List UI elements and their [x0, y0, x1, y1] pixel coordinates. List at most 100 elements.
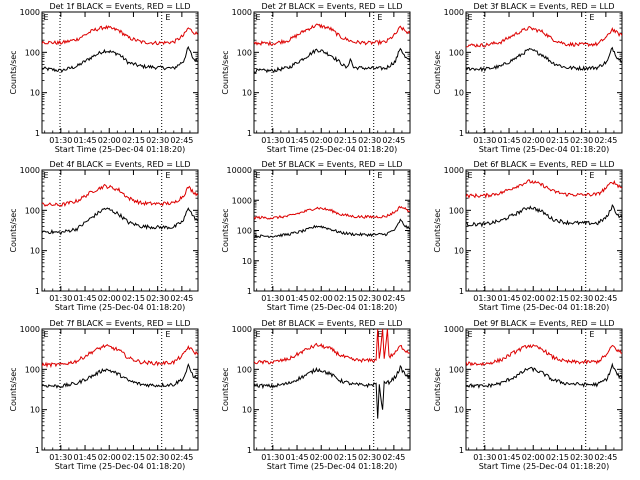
x-tick-label: 02:30 [358, 453, 381, 462]
x-tick-label: 01:45 [286, 136, 309, 145]
plot-frame [465, 169, 623, 292]
x-tick-label: 02:30 [570, 453, 593, 462]
x-tick-label: 02:45 [170, 453, 193, 462]
x-tick-label: 01:30 [261, 136, 284, 145]
y-axis-label: Counts/sec [433, 208, 442, 252]
x-tick-label: 01:30 [261, 294, 284, 303]
x-tick-label: 02:15 [334, 136, 357, 145]
series-lld-line [466, 26, 622, 48]
x-tick-label: 02:15 [122, 294, 145, 303]
x-tick-label: 02:00 [310, 136, 333, 145]
x-tick-label: 02:00 [522, 453, 545, 462]
x-tick-label: 01:30 [49, 453, 72, 462]
y-axis-label: Counts/sec [433, 367, 442, 411]
x-axis-label: Start Time (25-Dec-04 01:18:20) [267, 303, 398, 312]
e-marker-label: E [589, 13, 594, 22]
y-tick-label: 10 [242, 406, 252, 415]
x-tick-label: 02:45 [594, 294, 617, 303]
plot-frame [465, 11, 623, 134]
series-lld-line [42, 24, 198, 46]
e-marker-label: E [44, 330, 49, 339]
x-tick-label: 02:15 [122, 136, 145, 145]
series-lld-line [466, 343, 622, 367]
chart-panel-2: Det 2f BLACK = Events, RED = LLD 1 10 100 10… [221, 2, 411, 154]
e-marker-label: E [256, 171, 261, 180]
x-tick-label: 01:30 [473, 136, 496, 145]
series-lld-line [254, 329, 410, 365]
e-marker-label: E [589, 171, 594, 180]
y-tick-label: 10 [454, 89, 464, 98]
y-tick-label: 1 [247, 287, 252, 296]
y-tick-label: 100 [237, 227, 252, 236]
x-tick-label: 01:45 [286, 453, 309, 462]
y-axis-label: Counts/sec [221, 208, 230, 252]
chart-title: Det 7f BLACK = Events, RED = LLD [49, 319, 190, 328]
y-tick-label: 1 [35, 287, 40, 296]
y-tick-label: 10 [30, 406, 40, 415]
y-tick-label: 10 [30, 247, 40, 256]
y-tick-label: 100 [237, 365, 252, 374]
y-tick-label: 1000 [444, 166, 464, 175]
x-tick-label: 02:15 [546, 453, 569, 462]
plot-frame [41, 328, 199, 451]
x-tick-label: 02:00 [98, 136, 121, 145]
x-tick-label: 01:30 [473, 294, 496, 303]
chart-title: Det 1f BLACK = Events, RED = LLD [49, 2, 190, 11]
series-events-line [254, 364, 410, 419]
series-events-line [254, 218, 410, 239]
y-tick-label: 1 [247, 129, 252, 138]
e-marker-label: E [468, 13, 473, 22]
y-tick-label: 1 [459, 446, 464, 455]
x-tick-label: 01:45 [498, 294, 521, 303]
series-events-line [42, 362, 198, 389]
series-lld-line [42, 183, 198, 207]
chart-title: Det 8f BLACK = Events, RED = LLD [261, 319, 402, 328]
e-marker-label: E [165, 171, 170, 180]
y-tick-label: 100 [449, 206, 464, 215]
y-tick-label: 1 [459, 287, 464, 296]
chart-panel-8: Det 8f BLACK = Events, RED = LLD 1 10 100 10… [221, 319, 411, 471]
y-tick-label: 1000 [20, 325, 40, 334]
y-tick-label: 10 [30, 89, 40, 98]
x-tick-label: 02:30 [358, 136, 381, 145]
x-tick-label: 02:45 [170, 294, 193, 303]
e-marker-label: E [256, 330, 261, 339]
x-tick-label: 02:45 [594, 136, 617, 145]
y-tick-label: 10000 [227, 166, 252, 175]
x-tick-label: 01:30 [49, 136, 72, 145]
x-tick-label: 02:15 [334, 453, 357, 462]
x-tick-label: 02:45 [382, 453, 405, 462]
y-tick-label: 1000 [444, 8, 464, 17]
y-tick-label: 100 [25, 206, 40, 215]
x-tick-label: 02:15 [546, 136, 569, 145]
x-tick-label: 01:45 [74, 136, 97, 145]
x-tick-label: 02:30 [358, 294, 381, 303]
x-tick-label: 01:45 [286, 294, 309, 303]
x-axis-label: Start Time (25-Dec-04 01:18:20) [479, 145, 610, 154]
chart-panel-6: Det 6f BLACK = Events, RED = LLD 1 10 100 10… [433, 160, 623, 312]
plot-frame [465, 328, 623, 451]
x-axis-label: Start Time (25-Dec-04 01:18:20) [267, 462, 398, 471]
series-events-line [466, 362, 622, 389]
x-tick-label: 02:15 [546, 294, 569, 303]
x-tick-label: 02:15 [334, 294, 357, 303]
x-tick-label: 02:30 [570, 136, 593, 145]
series-lld-line [254, 205, 410, 220]
e-marker-label: E [377, 330, 382, 339]
y-axis-label: Counts/sec [9, 367, 18, 411]
y-axis-label: Counts/sec [9, 208, 18, 252]
series-events-line [42, 45, 198, 73]
e-marker-label: E [377, 13, 382, 22]
x-tick-label: 02:00 [310, 453, 333, 462]
x-tick-label: 02:00 [98, 453, 121, 462]
y-tick-label: 1000 [232, 8, 252, 17]
e-marker-label: E [377, 171, 382, 180]
y-tick-label: 10 [242, 89, 252, 98]
x-tick-label: 01:30 [261, 453, 284, 462]
y-tick-label: 10 [454, 247, 464, 256]
y-tick-label: 10 [242, 257, 252, 266]
y-axis-label: Counts/sec [9, 50, 18, 94]
chart-panel-9: Det 9f BLACK = Events, RED = LLD 1 10 100 10… [433, 319, 623, 471]
x-tick-label: 01:45 [74, 294, 97, 303]
